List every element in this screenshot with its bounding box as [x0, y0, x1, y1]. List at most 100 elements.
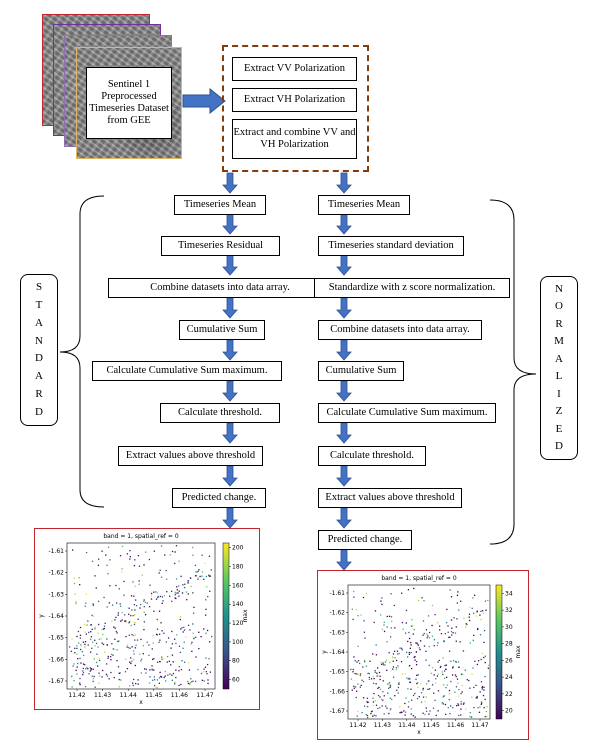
- change-pixel: [480, 658, 482, 661]
- change-pixel: [405, 609, 408, 612]
- change-pixel: [143, 621, 145, 623]
- colorbar-tick-label: 60: [232, 677, 240, 684]
- change-pixel: [428, 637, 431, 639]
- change-pixel: [469, 642, 471, 644]
- change-pixel: [366, 701, 369, 704]
- change-pixel: [76, 645, 78, 647]
- change-pixel: [175, 634, 178, 636]
- change-pixel: [203, 628, 205, 630]
- change-pixel: [85, 552, 88, 554]
- change-pixel: [152, 679, 154, 681]
- side-label-letter: A: [35, 316, 43, 329]
- change-pixel: [116, 649, 118, 651]
- change-pixel: [159, 595, 162, 598]
- change-pixel: [72, 549, 74, 551]
- change-pixel: [398, 652, 400, 655]
- change-pixel: [162, 658, 164, 660]
- change-pixel: [389, 708, 392, 710]
- change-pixel: [198, 647, 200, 650]
- change-pixel: [410, 667, 413, 670]
- change-pixel: [432, 667, 434, 669]
- change-pixel: [69, 646, 71, 648]
- change-pixel: [449, 712, 451, 715]
- change-pixel: [166, 590, 168, 593]
- change-pixel: [437, 710, 439, 712]
- change-pixel: [399, 712, 401, 714]
- change-pixel: [132, 650, 135, 652]
- side-label-letter: E: [555, 422, 563, 435]
- change-pixel: [456, 618, 458, 620]
- extract-vv-box: Extract VV Polarization: [232, 57, 357, 81]
- change-pixel: [71, 686, 73, 688]
- change-pixel: [161, 602, 163, 604]
- change-pixel: [176, 592, 178, 594]
- change-pixel: [115, 616, 117, 619]
- change-pixel: [449, 589, 451, 591]
- change-pixel: [365, 592, 368, 595]
- change-pixel: [192, 554, 194, 556]
- change-pixel: [196, 571, 198, 573]
- change-pixel: [85, 593, 88, 596]
- normalized-step-9: Predicted change.: [318, 530, 412, 550]
- change-pixel: [448, 692, 450, 695]
- change-pixel: [110, 671, 112, 674]
- change-pixel: [124, 620, 126, 622]
- change-pixel: [89, 667, 92, 669]
- change-pixel: [433, 692, 435, 694]
- change-pixel: [167, 637, 170, 639]
- change-pixel: [160, 676, 163, 678]
- y-tick-label: -1.65: [329, 669, 345, 676]
- change-pixel: [369, 660, 371, 662]
- change-pixel: [422, 696, 425, 698]
- change-pixel: [460, 703, 462, 705]
- change-pixel: [386, 641, 388, 643]
- change-pixel: [155, 686, 157, 688]
- change-pixel: [387, 683, 389, 685]
- change-pixel: [442, 703, 444, 705]
- change-pixel: [84, 605, 86, 607]
- normalized-step-2: Timeseries standard deviation: [318, 236, 464, 256]
- change-pixel: [192, 546, 194, 549]
- change-pixel: [84, 641, 87, 643]
- change-pixel: [353, 687, 355, 689]
- change-pixel: [124, 658, 127, 660]
- change-pixel: [163, 632, 165, 634]
- change-pixel: [90, 636, 93, 638]
- change-pixel: [386, 669, 388, 672]
- change-pixel: [174, 591, 176, 594]
- change-pixel: [97, 632, 99, 634]
- change-pixel: [158, 633, 161, 635]
- change-pixel: [132, 684, 134, 687]
- y-tick-label: -1.62: [48, 570, 64, 577]
- change-pixel: [413, 628, 415, 631]
- change-pixel: [148, 558, 151, 561]
- change-pixel: [480, 681, 483, 683]
- normalized-step-label: Calculate Cumulative Sum maximum.: [326, 407, 488, 418]
- change-pixel: [352, 668, 354, 671]
- change-pixel: [120, 605, 122, 607]
- change-pixel: [173, 638, 176, 640]
- change-pixel: [395, 659, 398, 662]
- change-pixel: [372, 715, 374, 717]
- x-tick-label: 11.44: [398, 722, 415, 729]
- change-pixel: [132, 614, 134, 617]
- change-pixel: [205, 599, 207, 601]
- change-pixel: [92, 680, 94, 683]
- change-pixel: [176, 589, 178, 591]
- change-pixel: [448, 650, 451, 652]
- change-pixel: [422, 634, 424, 636]
- change-pixel: [394, 695, 396, 697]
- change-pixel: [129, 555, 132, 558]
- change-pixel: [473, 594, 476, 597]
- change-pixel: [397, 667, 400, 669]
- change-pixel: [169, 554, 171, 556]
- extract-vh-label: Extract VH Polarization: [243, 94, 346, 105]
- change-pixel: [431, 684, 434, 686]
- change-pixel: [366, 705, 369, 708]
- change-pixel: [393, 650, 396, 653]
- change-pixel: [153, 678, 156, 681]
- change-pixel: [381, 603, 383, 606]
- change-pixel: [205, 575, 207, 578]
- change-pixel: [110, 653, 113, 656]
- change-pixel: [410, 652, 412, 654]
